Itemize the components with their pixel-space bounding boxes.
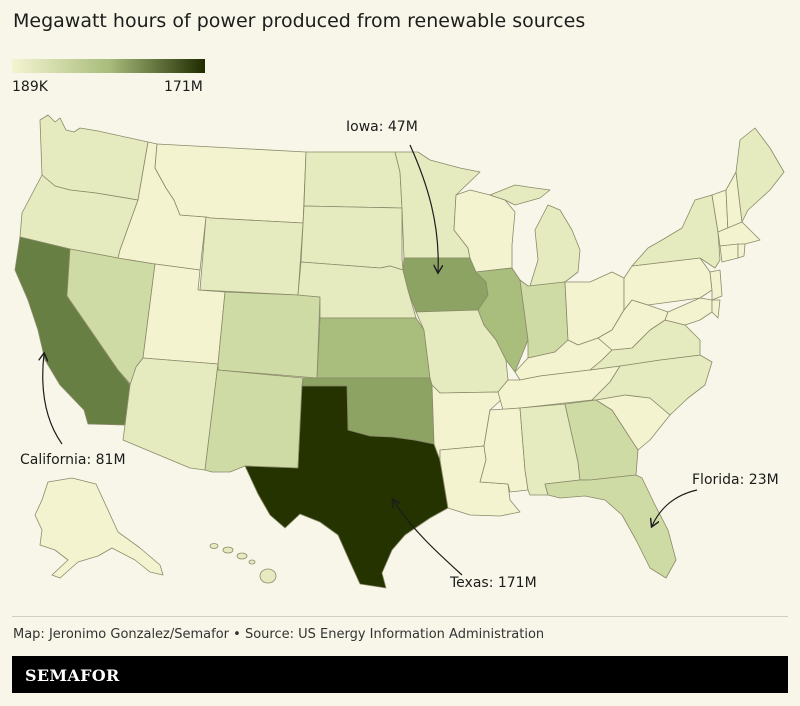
state-nebraska (297, 261, 417, 319)
state-delaware (711, 299, 721, 319)
iowa-annotation: Iowa: 47M (346, 119, 418, 135)
state-maine (735, 127, 785, 223)
state-maryland (664, 297, 713, 326)
chart-title: Megawatt hours of power produced from re… (13, 10, 586, 32)
texas-annotation: Texas: 171M (450, 575, 537, 591)
state-michigan (489, 184, 581, 287)
legend-min-label: 189K (12, 79, 48, 95)
state-new-york (631, 194, 721, 269)
footer-divider (12, 616, 788, 617)
state-florida (544, 474, 677, 579)
state-rhode-island (737, 243, 746, 259)
source-credit: Map: Jeronimo Gonzalez/Semafor • Source:… (13, 627, 545, 642)
legend-max-label: 171M (164, 79, 203, 95)
state-connecticut (719, 243, 739, 263)
us-choropleth-map (14, 114, 785, 589)
california-annotation: California: 81M (20, 452, 126, 468)
texas-arrow (393, 500, 463, 576)
state-hawaii (209, 543, 277, 584)
florida-annotation: Florida: 23M (692, 472, 779, 488)
state-new-mexico (204, 363, 304, 473)
state-arizona (122, 357, 219, 471)
state-colorado (217, 291, 321, 379)
florida-arrow (652, 489, 698, 526)
state-south-dakota (300, 205, 404, 271)
state-alaska (34, 477, 164, 579)
state-north-dakota (303, 151, 403, 209)
california-arrow (43, 354, 63, 445)
state-wisconsin (453, 189, 516, 273)
state-illinois (475, 267, 529, 373)
color-scale-legend (12, 59, 205, 73)
state-wyoming (199, 216, 304, 296)
iowa-arrow (409, 144, 438, 272)
state-texas (244, 384, 449, 589)
state-kansas (316, 317, 431, 379)
brand-footer: SEMAFOR (12, 656, 788, 693)
state-new-jersey (709, 269, 723, 301)
brand-logo: SEMAFOR (25, 666, 120, 685)
